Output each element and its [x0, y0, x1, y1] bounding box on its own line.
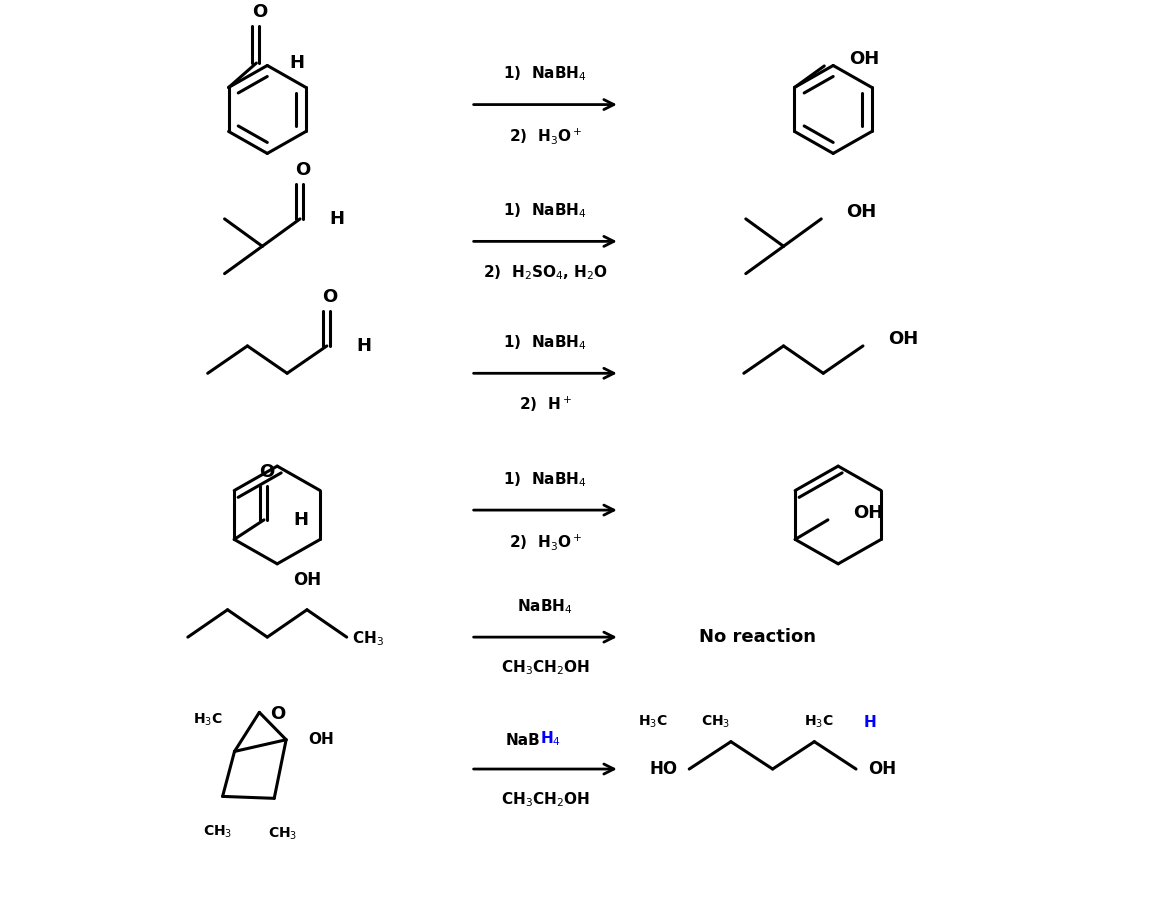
Text: 2)  H$_3$O$^+$: 2) H$_3$O$^+$ [509, 126, 582, 147]
Text: O: O [259, 463, 274, 481]
Text: OH: OH [868, 760, 896, 778]
Text: O: O [252, 4, 267, 21]
Text: 1)  NaBH$_4$: 1) NaBH$_4$ [503, 201, 587, 220]
Text: NaBH$_4$: NaBH$_4$ [517, 597, 573, 616]
Text: O: O [322, 288, 337, 306]
Text: 1)  NaBH$_4$: 1) NaBH$_4$ [503, 470, 587, 489]
Text: CH$_3$: CH$_3$ [267, 825, 296, 842]
Text: H$_3$C: H$_3$C [193, 712, 223, 728]
Text: OH: OH [846, 203, 876, 221]
Text: 2)  H$^+$: 2) H$^+$ [518, 395, 572, 414]
Text: OH: OH [888, 330, 918, 349]
Text: 2)  H$_3$O$^+$: 2) H$_3$O$^+$ [509, 531, 582, 551]
Text: H: H [865, 715, 876, 730]
Text: H: H [294, 511, 309, 529]
Text: OH: OH [849, 50, 880, 68]
Text: 2)  H$_2$SO$_4$, H$_2$O: 2) H$_2$SO$_4$, H$_2$O [482, 263, 608, 281]
Text: H: H [289, 54, 304, 72]
Text: H: H [330, 210, 345, 228]
Text: OH: OH [308, 733, 333, 747]
Text: No reaction: No reaction [700, 628, 816, 646]
Text: O: O [295, 161, 310, 179]
Text: CH$_3$CH$_2$OH: CH$_3$CH$_2$OH [501, 791, 590, 809]
Text: CH$_3$: CH$_3$ [352, 630, 383, 649]
Text: HO: HO [650, 760, 677, 778]
Text: H$_3$C: H$_3$C [638, 713, 667, 730]
Text: CH$_3$: CH$_3$ [203, 824, 232, 840]
Text: CH$_3$CH$_2$OH: CH$_3$CH$_2$OH [501, 659, 590, 677]
Text: H$_4$: H$_4$ [540, 729, 561, 747]
Text: OH: OH [853, 504, 883, 522]
Text: O: O [270, 705, 286, 723]
Text: OH: OH [293, 571, 321, 590]
Text: 1)  NaBH$_4$: 1) NaBH$_4$ [503, 65, 587, 83]
Text: NaB: NaB [505, 733, 540, 747]
Text: CH$_3$: CH$_3$ [701, 713, 731, 730]
Text: 1)  NaBH$_4$: 1) NaBH$_4$ [503, 333, 587, 352]
Text: H$_3$C: H$_3$C [804, 713, 834, 730]
Text: H: H [357, 337, 372, 355]
